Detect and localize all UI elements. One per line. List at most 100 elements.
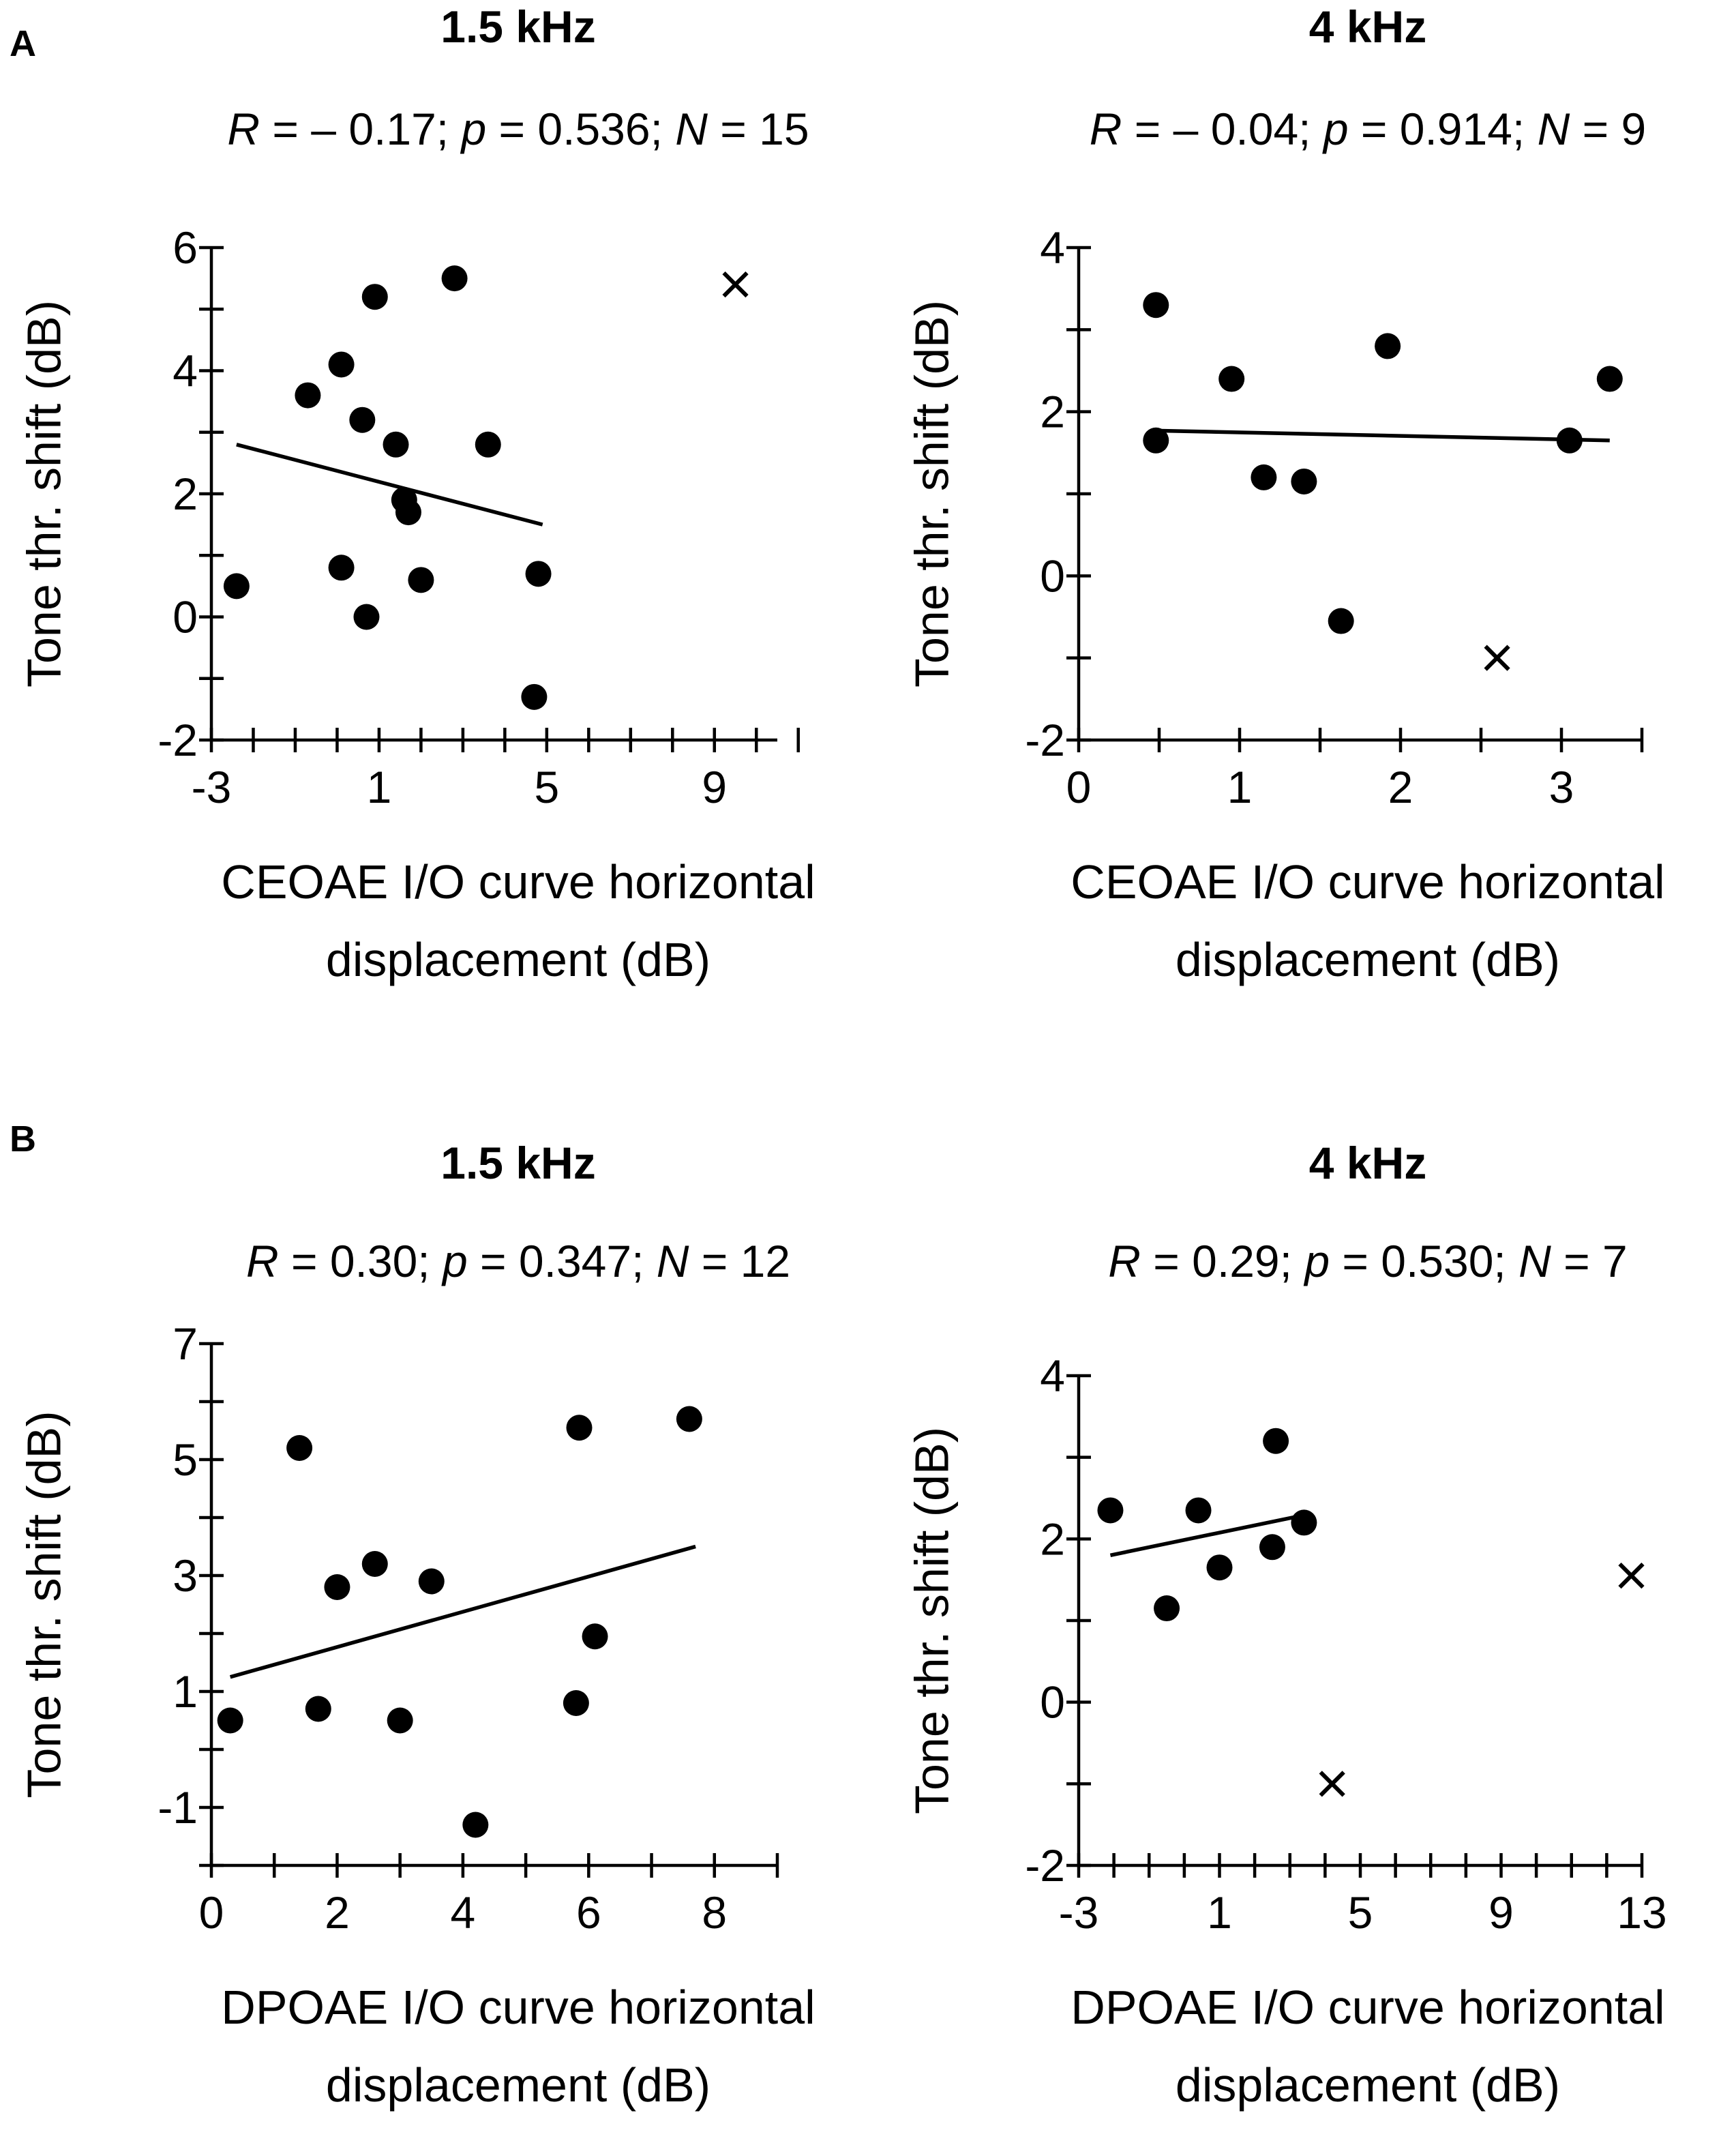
y-tick-label: 6	[173, 222, 198, 273]
data-point	[1143, 427, 1169, 454]
x-tick-label: 3	[1549, 762, 1574, 812]
data-point	[1375, 333, 1401, 359]
x-tick-label: 9	[702, 762, 727, 812]
y-tick-label: -1	[158, 1782, 198, 1833]
x-tick-label: 1	[1227, 762, 1253, 812]
data-point	[1291, 468, 1317, 494]
x-axis-label-line1: DPOAE I/O curve horizontal	[221, 1981, 815, 2034]
chart-stats: R = – 0.17; p = 0.536; N = 15	[227, 104, 809, 154]
y-axis-label: Tone thr. shift (dB)	[17, 300, 70, 688]
x-tick-label: 2	[1388, 762, 1413, 812]
data-point	[353, 604, 380, 630]
data-point	[566, 1415, 593, 1441]
x-tick-label: 8	[702, 1887, 727, 1938]
data-point	[1291, 1509, 1317, 1536]
data-point	[1556, 427, 1583, 454]
data-point	[1259, 1534, 1285, 1561]
chart-title: 1.5 kHz	[440, 1, 595, 52]
chart-stats: R = – 0.04; p = 0.914; N = 9	[1090, 104, 1646, 154]
x-tick-label: 0	[1066, 762, 1092, 812]
x-tick-label: 0	[199, 1887, 224, 1938]
data-point	[395, 499, 421, 526]
data-point	[286, 1435, 313, 1461]
regression-line	[229, 1544, 696, 1679]
x-tick-label: 2	[325, 1887, 350, 1938]
x-tick-label: 5	[534, 762, 559, 812]
data-point	[295, 382, 321, 409]
data-point	[408, 567, 434, 593]
panel-label-a: A	[10, 23, 36, 64]
y-tick-label: 2	[173, 469, 198, 519]
data-point	[1251, 464, 1277, 490]
x-tick-label: 1	[367, 762, 392, 812]
data-point	[387, 1707, 413, 1734]
data-point	[1596, 366, 1623, 392]
chart-stats: R = 0.30; p = 0.347; N = 12	[246, 1236, 790, 1286]
data-point	[676, 1406, 702, 1432]
data-point	[525, 561, 552, 587]
data-point	[582, 1623, 608, 1650]
panel-label-b: B	[10, 1119, 36, 1159]
data-point	[305, 1696, 331, 1722]
regression-line	[236, 443, 543, 527]
x-tick-label: 1	[1207, 1887, 1232, 1938]
y-tick-label: 2	[1040, 387, 1065, 437]
x-tick-label: 6	[576, 1887, 601, 1938]
x-tick-label: 5	[1348, 1887, 1373, 1938]
data-point	[418, 1568, 445, 1595]
data-point	[441, 265, 468, 292]
data-point	[324, 1574, 350, 1600]
x-axis-label-line2: displacement (dB)	[326, 933, 710, 986]
chart-4: 4 kHz R = 0.29; p = 0.530; N = 7 -3 1 5 9 13 -2…	[905, 1138, 1666, 2112]
x-tick-label: 4	[451, 1887, 476, 1938]
data-point	[1206, 1554, 1233, 1581]
data-point	[383, 431, 409, 458]
data-point	[1097, 1497, 1124, 1524]
data-point	[361, 284, 388, 310]
regression-line	[1109, 1512, 1308, 1557]
x-tick-label: -3	[1059, 1887, 1099, 1938]
chart-stats: R = 0.29; p = 0.530; N = 7	[1108, 1236, 1627, 1286]
data-point	[328, 351, 355, 378]
data-point	[1328, 608, 1354, 634]
excluded-point	[1618, 1563, 1645, 1589]
excluded-point	[1319, 1771, 1345, 1797]
data-point	[475, 431, 501, 458]
y-axis-label: Tone thr. shift (dB)	[905, 1427, 958, 1814]
chart-title: 4 kHz	[1309, 1, 1426, 52]
data-point	[328, 555, 355, 581]
x-tick-label: 9	[1488, 1887, 1514, 1938]
y-tick-label: 1	[173, 1666, 198, 1717]
excluded-point	[722, 271, 749, 298]
y-tick-label: -2	[1025, 1840, 1065, 1891]
y-tick-label: 4	[173, 346, 198, 396]
data-point	[1143, 292, 1169, 319]
data-point	[349, 407, 376, 433]
data-point	[563, 1690, 589, 1716]
data-point	[1154, 1595, 1180, 1622]
x-tick-label: -3	[192, 762, 232, 812]
y-tick-label: 2	[1040, 1513, 1065, 1564]
y-tick-label: 4	[1040, 222, 1065, 273]
y-tick-label: -2	[158, 715, 198, 765]
chart-3: 1.5 kHz R = 0.30; p = 0.347; N = 12 0 2 4 6 8 -…	[17, 1138, 815, 2112]
x-axis-label-line2: displacement (dB)	[1176, 2058, 1560, 2112]
y-tick-label: 7	[173, 1318, 198, 1369]
x-axis-label-line1: CEOAE I/O curve horizontal	[1071, 855, 1664, 908]
data-point	[1185, 1497, 1212, 1524]
chart-title: 4 kHz	[1309, 1138, 1426, 1188]
data-point	[1263, 1428, 1289, 1454]
y-tick-label: 5	[173, 1434, 198, 1485]
data-point	[223, 573, 250, 600]
excluded-point	[1484, 645, 1510, 671]
y-tick-label: 4	[1040, 1350, 1065, 1401]
x-axis-label-line1: CEOAE I/O curve horizontal	[221, 855, 815, 908]
y-axis-label: Tone thr. shift (dB)	[17, 1410, 70, 1798]
y-tick-label: -2	[1025, 715, 1065, 765]
data-point	[1218, 366, 1245, 392]
y-tick-label: 0	[1040, 1677, 1065, 1728]
regression-line	[1156, 428, 1610, 443]
y-tick-label: 0	[173, 592, 198, 642]
